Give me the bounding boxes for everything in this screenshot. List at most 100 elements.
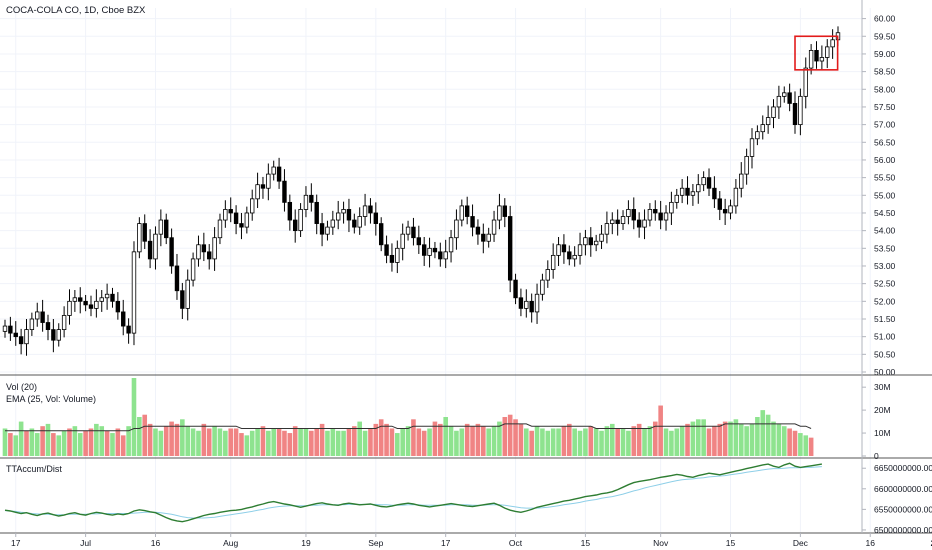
- candle-body: [776, 95, 782, 108]
- candle-body: [207, 251, 212, 260]
- candle-body: [147, 240, 153, 260]
- candle-body: [722, 209, 728, 214]
- price-axis-tick-label: 59.50: [874, 31, 896, 41]
- volume-bar: [421, 430, 427, 456]
- price-axis-tick-label: 51.50: [874, 314, 896, 324]
- volume-bar: [217, 428, 223, 456]
- volume-bar: [620, 428, 626, 456]
- candle-body: [255, 184, 260, 200]
- candle-body: [561, 244, 567, 253]
- volume-bar: [158, 430, 164, 456]
- volume-bar: [529, 430, 534, 456]
- price-axis-tick-label: 58.50: [874, 67, 896, 77]
- volume-bar: [120, 435, 126, 456]
- candle-body: [8, 325, 13, 334]
- volume-axis-tick-label: 30M: [874, 382, 891, 392]
- volume-bar: [330, 428, 336, 456]
- time-axis-tick-label: 19: [301, 538, 311, 548]
- volume-bar: [685, 423, 690, 456]
- volume-bar: [276, 428, 282, 456]
- volume-bar: [781, 426, 787, 456]
- volume-bar: [776, 423, 782, 456]
- volume-bar: [362, 430, 368, 456]
- volume-bar: [239, 433, 244, 456]
- candle-body: [158, 219, 164, 235]
- volume-bar: [679, 426, 685, 456]
- volume-bar: [368, 428, 373, 456]
- volume-bar: [787, 428, 792, 456]
- candle-body: [378, 223, 384, 246]
- volume-bar: [604, 426, 610, 456]
- volume-bar: [153, 428, 158, 456]
- volume-bar: [712, 426, 717, 456]
- volume-bar: [443, 417, 448, 456]
- volume-bar: [223, 430, 228, 456]
- candle-body: [787, 92, 792, 104]
- volume-bar: [18, 421, 24, 456]
- volume-bar: [352, 426, 357, 456]
- volume-bar: [411, 419, 416, 456]
- volume-indicator-label[interactable]: Vol (20): [6, 382, 38, 392]
- candle-body: [524, 300, 529, 309]
- volume-ema-line: [5, 423, 812, 432]
- volume-bar: [346, 428, 352, 456]
- candle-body: [35, 311, 40, 320]
- volume-bar: [24, 430, 29, 456]
- volume-bar: [271, 428, 277, 456]
- candle-body: [529, 300, 534, 313]
- volume-bar: [115, 428, 121, 456]
- volume-bar: [180, 419, 185, 456]
- volume-bar: [577, 430, 583, 456]
- candle-body: [78, 297, 83, 302]
- candle-body: [233, 212, 239, 224]
- volume-bar: [335, 430, 341, 456]
- candle-body: [384, 244, 389, 256]
- candle-body: [421, 244, 427, 256]
- volume-bar: [738, 423, 744, 456]
- candle-body: [239, 223, 244, 228]
- candle-body: [653, 209, 658, 214]
- candle-body: [373, 212, 379, 224]
- volume-bar: [636, 423, 642, 456]
- volume-bar: [244, 435, 250, 456]
- volume-bar: [373, 423, 379, 456]
- candle-body: [217, 219, 223, 239]
- candle-body: [685, 187, 690, 196]
- volume-bar: [126, 426, 131, 456]
- candle-body: [29, 318, 35, 330]
- candle-body: [293, 219, 298, 232]
- candle-body: [174, 265, 180, 292]
- time-axis-tick-label: Dec: [793, 538, 809, 548]
- candle-body: [620, 216, 626, 224]
- symbol-title[interactable]: COCA-COLA CO, 1D, Cboe BZX: [6, 5, 146, 16]
- price-axis-tick-label: 52.50: [874, 279, 896, 289]
- candle-body: [502, 205, 507, 217]
- candle-body: [507, 216, 513, 281]
- volume-bar: [142, 414, 148, 456]
- candle-body: [18, 336, 24, 345]
- volume-bar: [292, 426, 298, 456]
- volume-bar: [669, 430, 674, 456]
- volume-bar: [722, 421, 728, 456]
- volume-axis-tick-label: 0: [874, 451, 879, 461]
- candle-body: [190, 258, 196, 281]
- candle-body: [271, 166, 276, 175]
- candle-body: [335, 212, 341, 221]
- price-axis-tick-label: 51.00: [874, 332, 896, 342]
- volume-bar: [486, 428, 491, 456]
- volume-bar: [174, 423, 180, 456]
- accum-indicator-label[interactable]: TTAccum/Dist: [6, 464, 62, 474]
- volume-bar: [642, 428, 647, 456]
- candle-body: [45, 322, 51, 330]
- volume-bar: [206, 428, 212, 456]
- ema-indicator-label[interactable]: EMA (25, Vol: Volume): [6, 394, 97, 404]
- price-axis-tick-label: 57.50: [874, 102, 896, 112]
- candle-body: [674, 194, 679, 203]
- volume-bar: [615, 428, 620, 456]
- time-axis-tick-label: 16: [151, 538, 161, 548]
- candle-body: [513, 279, 518, 299]
- candle-body: [362, 205, 368, 217]
- volume-bar: [282, 430, 287, 456]
- time-axis-tick-label: 15: [581, 538, 591, 548]
